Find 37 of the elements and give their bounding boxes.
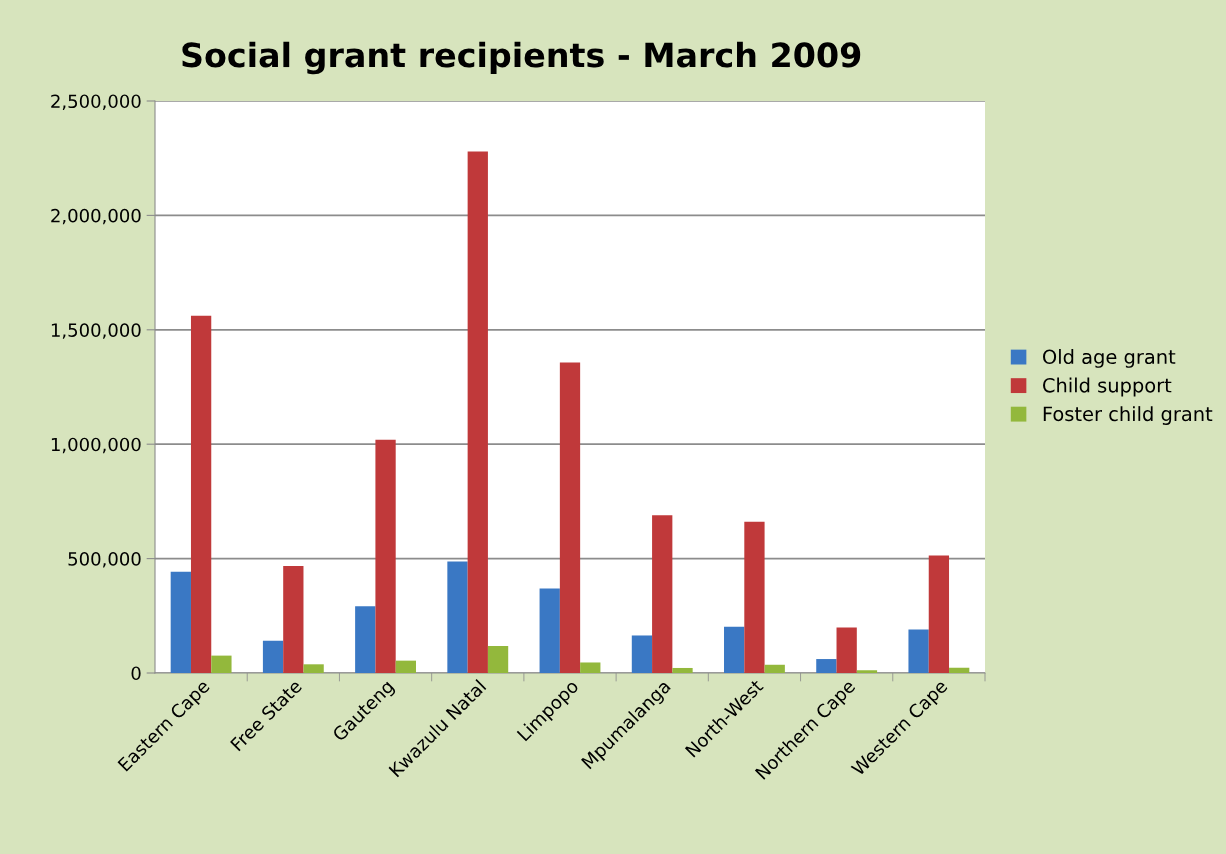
- bar: [631, 635, 653, 673]
- chart-title: Social grant recipients - March 2009: [182, 41, 861, 75]
- bar: [580, 662, 601, 673]
- bar: [355, 606, 376, 673]
- bar: [816, 659, 837, 673]
- bar: [744, 521, 765, 673]
- y-tick-label: 0: [131, 666, 141, 681]
- y-tick-label: 2,000,000: [51, 208, 141, 225]
- bar: [303, 664, 324, 673]
- bar: [283, 565, 304, 673]
- y-tick-label: 1,000,000: [51, 437, 141, 454]
- bar: [262, 640, 284, 673]
- bar: [170, 571, 191, 673]
- legend-label: Child support: [1043, 377, 1172, 397]
- bar: [375, 439, 396, 673]
- bar: [539, 588, 560, 673]
- bar: [856, 670, 878, 673]
- bar: [724, 626, 745, 673]
- bar: [211, 655, 232, 673]
- bar: [908, 629, 929, 673]
- bar: [190, 315, 212, 673]
- bar: [467, 151, 488, 673]
- bar: [836, 627, 857, 673]
- bar: [559, 362, 581, 673]
- y-tick-label: 1,500,000: [51, 323, 141, 339]
- bar: [447, 561, 468, 673]
- y-tick-label: 2,500,000: [51, 94, 141, 110]
- legend-label: Old age grant: [1043, 349, 1176, 368]
- bar: [928, 555, 950, 673]
- bar: [949, 667, 970, 673]
- legend-label: Foster child grant: [1043, 406, 1213, 425]
- bar: [395, 660, 416, 673]
- bar: [764, 664, 785, 673]
- bar: [487, 646, 509, 673]
- bar: [652, 515, 673, 673]
- y-tick-label: 500,000: [68, 552, 141, 568]
- bar: [672, 667, 693, 673]
